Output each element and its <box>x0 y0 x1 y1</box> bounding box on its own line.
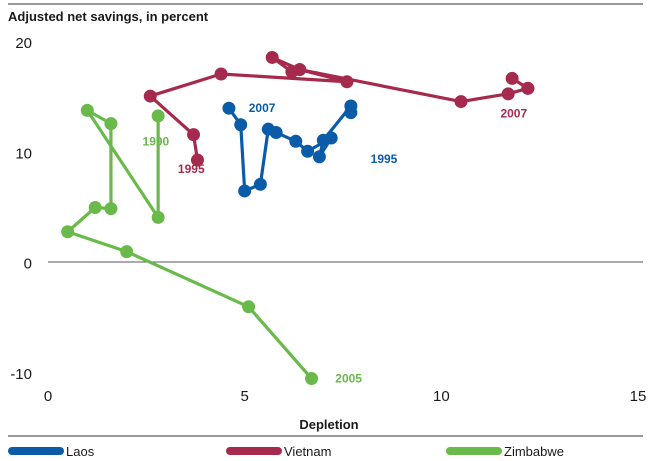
x-tick-label: 10 <box>433 388 450 405</box>
data-point-vietnam <box>190 153 204 167</box>
data-point-zimbabwe <box>305 372 319 386</box>
y-tick-label: 10 <box>15 145 32 162</box>
data-point-vietnam <box>143 89 157 103</box>
legend-item-laos: Laos <box>8 444 95 459</box>
year-annotation-laos: 1995 <box>371 152 398 166</box>
year-annotation-laos: 2007 <box>249 101 276 115</box>
data-point-zimbabwe <box>104 202 118 216</box>
legend-label-vietnam: Vietnam <box>284 444 331 459</box>
year-annotation-zimbabwe: 2005 <box>335 372 362 386</box>
series-line-vietnam <box>148 55 530 162</box>
y-axis-ticks: 20 10 0 -10 <box>10 35 32 383</box>
data-point-zimbabwe <box>61 225 75 239</box>
data-point-vietnam <box>501 87 515 101</box>
x-axis-ticks: 0 5 10 15 <box>44 388 647 405</box>
series-line-laos <box>227 104 353 193</box>
y-tick-label: -10 <box>10 366 32 383</box>
data-point-laos <box>289 134 303 148</box>
series-layer: 1995 2007 1995 2007 1990 2005 <box>61 50 535 386</box>
data-point-laos <box>301 144 315 158</box>
data-point-vietnam <box>265 50 279 64</box>
data-point-zimbabwe <box>151 109 165 123</box>
series-zimbabwe: 1990 2005 <box>61 103 362 386</box>
year-annotation-zimbabwe: 1990 <box>143 134 170 148</box>
data-point-vietnam <box>214 67 228 81</box>
series-line-zimbabwe <box>66 108 314 381</box>
data-point-zimbabwe <box>242 300 256 314</box>
chart-title: Adjusted net savings, in percent <box>8 9 209 24</box>
legend-item-vietnam: Vietnam <box>226 444 331 459</box>
legend: Laos Vietnam Zimbabwe <box>8 444 564 459</box>
series-vietnam: 1995 2007 <box>143 50 535 176</box>
legend-item-zimbabwe: Zimbabwe <box>446 444 564 459</box>
data-point-vietnam <box>187 128 201 142</box>
legend-label-zimbabwe: Zimbabwe <box>504 444 564 459</box>
year-annotation-vietnam: 1995 <box>178 162 205 176</box>
legend-label-laos: Laos <box>66 444 95 459</box>
year-annotation-vietnam: 2007 <box>500 107 527 121</box>
x-axis-label: Depletion <box>299 417 358 432</box>
data-point-vietnam <box>340 75 354 89</box>
data-point-laos <box>234 118 248 132</box>
data-point-vietnam <box>454 95 468 109</box>
y-tick-label: 20 <box>15 35 32 52</box>
data-point-zimbabwe <box>88 201 102 214</box>
x-tick-label: 0 <box>44 388 52 405</box>
data-point-laos <box>261 122 275 136</box>
series-laos: 1995 2007 <box>222 99 398 198</box>
data-point-vietnam <box>521 81 535 95</box>
y-tick-label: 0 <box>24 256 32 273</box>
data-point-laos <box>344 99 358 113</box>
data-point-zimbabwe <box>151 210 165 224</box>
data-point-vietnam <box>505 71 519 85</box>
data-point-zimbabwe <box>120 245 134 259</box>
data-point-laos <box>324 131 338 145</box>
x-tick-label: 15 <box>630 388 647 405</box>
data-point-zimbabwe <box>80 103 94 117</box>
data-point-zimbabwe <box>104 117 118 131</box>
data-point-laos <box>238 184 252 198</box>
data-point-vietnam <box>293 63 307 77</box>
data-point-laos <box>253 177 267 191</box>
data-point-laos <box>222 101 236 115</box>
data-point-laos <box>312 150 326 164</box>
x-tick-label: 5 <box>240 388 248 405</box>
